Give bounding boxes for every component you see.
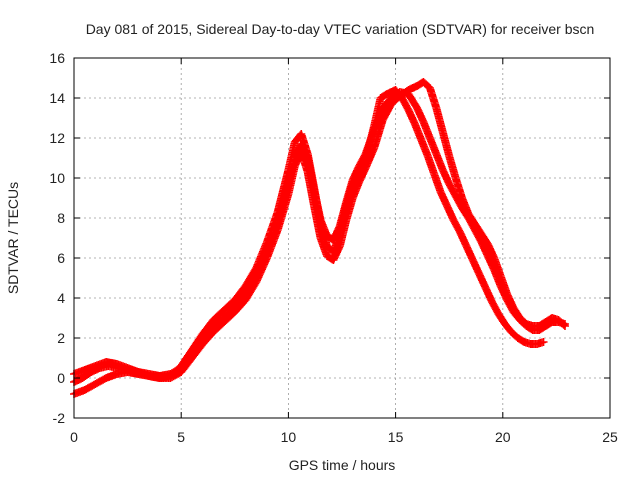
chart-title: Day 081 of 2015, Sidereal Day-to-day VTE… [86, 21, 595, 37]
x-axis-label: GPS time / hours [289, 457, 396, 473]
y-axis-label: SDTVAR / TECUs [5, 182, 21, 294]
plot-frame [73, 57, 611, 419]
x-tick-label: 25 [602, 429, 618, 445]
y-tick-label: 12 [49, 130, 65, 146]
data-points [70, 78, 569, 398]
data-point [539, 338, 548, 346]
x-tick-label: 15 [388, 429, 404, 445]
y-tick-label: 6 [57, 250, 65, 266]
series-track-3 [70, 78, 569, 398]
y-tick-label: 8 [57, 210, 65, 226]
y-tick-label: 10 [49, 170, 65, 186]
y-tick-label: -2 [53, 410, 66, 426]
y-tick-label: 2 [57, 330, 65, 346]
x-tick-label: 0 [70, 429, 78, 445]
x-tick-label: 5 [177, 429, 185, 445]
data-point [560, 322, 569, 330]
y-tick-label: 14 [49, 90, 65, 106]
y-tick-label: 16 [49, 50, 65, 66]
y-tick-label: 4 [57, 290, 65, 306]
data-point [559, 320, 568, 329]
x-tick-label: 10 [281, 429, 297, 445]
x-tick-label: 20 [495, 429, 511, 445]
y-tick-label: 0 [57, 370, 65, 386]
